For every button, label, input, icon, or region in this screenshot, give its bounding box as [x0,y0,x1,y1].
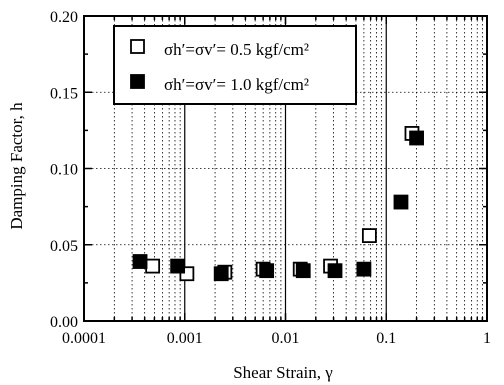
y-tick-label: 0.00 [50,314,78,331]
legend-label-series-1: σh′=σv′= 0.5 kgf/cm² [164,40,309,59]
data-markers [132,126,424,282]
y-tick-label: 0.10 [50,162,78,179]
data-point-filled-square [295,263,311,279]
x-tick-label: 0.1 [376,330,396,347]
x-axis-label: Shear Strain, γ [233,363,333,382]
legend-box [113,25,357,105]
tick-labels: 0.0001 0.001 0.01 0.1 1 0.00 0.05 0.10 0.15 0.20 [50,9,491,347]
y-axis-label: Damping Factor, h [7,102,26,230]
data-point-filled-square [132,254,148,269]
data-point-filled-square [327,263,343,279]
x-tick-label: 1 [483,330,491,347]
y-tick-label: 0.20 [50,9,78,26]
data-point-open-square [145,258,161,274]
data-point-filled-square [356,261,372,277]
x-tick-label: 0.0001 [62,330,106,347]
y-tick-label: 0.15 [50,85,78,102]
legend-label-series-2: σh′=σv′= 1.0 kgf/cm² [164,75,309,94]
plot-frame [83,15,488,322]
data-point-filled-square [259,263,275,279]
data-point-filled-square [393,194,409,210]
legend-marker-filled-square [130,74,145,89]
data-point-filled-square [213,266,229,282]
x-tick-label: 0.001 [167,330,203,347]
data-point-open-square [361,228,377,244]
x-tick-label: 0.01 [272,330,300,347]
legend: σh′=σv′= 0.5 kgf/cm² σh′=σv′= 1.0 kgf/cm… [113,25,357,105]
data-point-filled-square [170,258,186,274]
y-tick-label: 0.05 [50,238,78,255]
legend-marker-open-square [130,39,145,54]
data-point-filled-square [409,130,424,146]
